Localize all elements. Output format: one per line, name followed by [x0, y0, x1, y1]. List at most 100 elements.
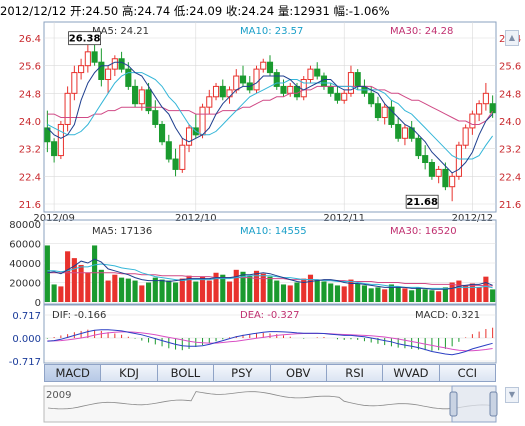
ma5-line: [47, 61, 493, 174]
tab-wvad[interactable]: WVAD: [383, 365, 440, 381]
volume-bar: [449, 282, 455, 302]
volume-ma30-line: [47, 272, 493, 287]
volume-bar: [260, 273, 266, 302]
volume-bar: [105, 280, 111, 302]
volume-ma30-legend: MA30: 16520: [390, 226, 457, 237]
volume-tick: 80000: [9, 220, 41, 231]
volume-bar: [422, 289, 428, 302]
tab-kdj[interactable]: KDJ: [101, 365, 158, 381]
volume-bar: [476, 287, 482, 302]
navigator-left-handle[interactable]: [449, 391, 458, 417]
price-tick-left: 22.4: [19, 172, 41, 183]
low-marker-label: 21.68: [406, 197, 438, 208]
volume-bar: [71, 258, 77, 302]
macd-tick: 0.000: [12, 334, 41, 345]
navigator-sparkline: [47, 391, 493, 410]
tab-cci[interactable]: CCI: [457, 366, 478, 380]
scroll-up-button[interactable]: ▲: [505, 30, 519, 46]
candle-body: [212, 85, 220, 98]
candle-body: [341, 92, 348, 101]
volume-bar: [402, 288, 408, 302]
volume-bar: [146, 282, 152, 302]
price-tick-right: 25.6: [499, 62, 521, 73]
ma30-line: [47, 85, 494, 125]
volume-bar: [85, 272, 91, 302]
navigator-year-label: 2009: [46, 390, 71, 401]
close-label: 收:: [225, 4, 242, 18]
navigator-range-window[interactable]: [451, 385, 497, 423]
candle-body: [64, 92, 71, 125]
volume-bar: [382, 289, 388, 302]
candle-body: [320, 75, 328, 87]
volume-ma10-legend: MA10: 14555: [240, 226, 307, 237]
candle-body: [118, 58, 125, 70]
date-tick-label: 2012/12: [452, 213, 494, 224]
tab-boll[interactable]: BOLL: [158, 365, 215, 381]
volume-tick: 20000: [9, 279, 41, 290]
candle-body: [57, 123, 64, 157]
date-tick-label: 2012/09: [33, 213, 75, 224]
candle-body: [455, 144, 462, 177]
volume-bar: [78, 264, 84, 302]
candle-body: [253, 68, 260, 91]
tab-psy[interactable]: PSY: [214, 365, 271, 381]
candle-body: [239, 75, 247, 84]
candle-body: [105, 68, 112, 80]
candle-body: [314, 68, 321, 77]
high-label: 高:: [121, 4, 138, 18]
macd-frame: [43, 304, 497, 364]
candle-body: [401, 127, 408, 139]
price-tick-right: 23.2: [499, 145, 521, 156]
dif-line: [47, 329, 493, 356]
volume-bar: [125, 278, 131, 302]
volume-bar: [179, 278, 185, 302]
volume-ma5-line: [47, 258, 493, 290]
candle-body: [179, 144, 186, 170]
quote-date: 2012/12/12: [0, 4, 67, 18]
volume-label: 量:: [277, 4, 294, 18]
quote-header: 2012/12/12 开:24.50 高:24.74 低:24.09 收:24.…: [0, 0, 525, 22]
candle-body: [482, 92, 489, 105]
scroll-down-button[interactable]: ▼: [505, 387, 519, 403]
volume-bar: [213, 272, 219, 302]
change-value: -1.06%: [348, 4, 390, 18]
tab-macd[interactable]: MACD: [45, 365, 102, 381]
candle-body: [165, 141, 172, 160]
price-tick-left: 24.0: [19, 117, 41, 128]
open-label: 开:: [69, 4, 86, 18]
dea-line: [47, 331, 493, 352]
macd-legend: MACD: 0.321: [415, 310, 480, 321]
volume-bar: [321, 281, 327, 302]
volume-bar: [355, 283, 361, 302]
candle-body: [422, 155, 429, 163]
date-tick-label: 2012/10: [175, 213, 217, 224]
volume-panel: 80000 60000 40000 20000 0 MA5: 17136 MA10: 145…: [9, 219, 497, 309]
dea-legend: DEA: -0.327: [240, 310, 299, 321]
tab-rsi[interactable]: RSI: [327, 365, 384, 381]
volume-value: 12931: [293, 4, 330, 18]
price-tick-right: 24.0: [499, 117, 521, 128]
volume-bar: [220, 274, 226, 302]
candle-body: [273, 72, 280, 87]
volume-bar: [186, 275, 192, 302]
volume-bar: [429, 290, 435, 302]
candle-body: [185, 127, 193, 146]
volume-bar: [341, 286, 347, 302]
volume-bar: [65, 251, 71, 302]
volume-tick: 0: [35, 298, 41, 309]
candle-body: [354, 72, 361, 87]
candle-body: [84, 51, 91, 67]
low-value: 24.09: [189, 4, 223, 18]
candle-body: [476, 103, 483, 115]
candle-body: [307, 68, 314, 80]
volume-bar: [442, 287, 448, 302]
candle-body: [388, 106, 395, 125]
price-tick-right: 22.4: [499, 172, 521, 183]
navigator-right-handle[interactable]: [489, 391, 498, 417]
candle-body: [327, 85, 334, 94]
volume-tick: 40000: [9, 259, 41, 270]
tab-obv[interactable]: OBV: [271, 365, 327, 381]
volume-bar: [469, 283, 475, 302]
volume-bar: [409, 290, 415, 302]
volume-bar: [92, 245, 98, 302]
